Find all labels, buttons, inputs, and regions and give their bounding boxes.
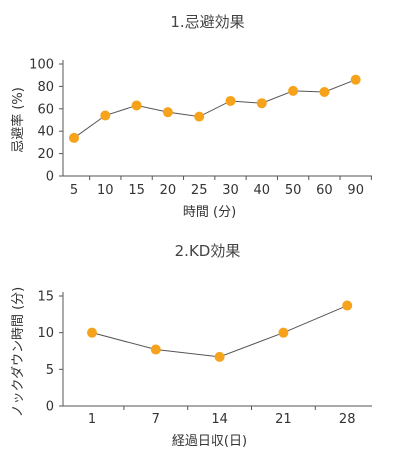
data-point	[194, 111, 205, 122]
chart-panel-2: 2.KD効果 0 5 10 15 1 7 14 21 28 経過日収(日) ノックダウン時間 (分)	[11, 242, 372, 449]
x-tick-label: 14	[211, 412, 228, 427]
data-point	[256, 98, 267, 109]
series-line	[91, 305, 348, 358]
y-tick-label: 80	[37, 80, 54, 95]
x-axis-label: 経過日収(日)	[172, 434, 247, 449]
x-tick-label: 30	[222, 183, 239, 198]
x-tick-label: 1	[88, 412, 96, 427]
data-point	[150, 344, 161, 355]
y-tick-label: 15	[37, 290, 54, 305]
y-tick-label: 100	[29, 58, 54, 73]
data-point	[87, 327, 97, 338]
x-tick-label: 60	[316, 183, 333, 198]
data-point	[278, 327, 289, 338]
data-point	[225, 95, 236, 106]
y-tick-label: 10	[37, 326, 54, 341]
x-tick-label: 25	[191, 183, 208, 198]
y-axis-label: ノックダウン時間 (分)	[11, 287, 26, 418]
data-point	[100, 110, 111, 121]
y-tick-label: 60	[37, 102, 54, 117]
series-line	[73, 79, 356, 139]
y-tick-label: 0	[46, 170, 54, 185]
chart-title: 2.KD効果	[175, 242, 241, 260]
y-tick-label: 0	[46, 400, 54, 415]
data-point	[342, 300, 353, 311]
data-point	[162, 107, 173, 118]
data-point	[319, 87, 330, 97]
y-tick-label: 20	[37, 147, 54, 162]
chart-panel-1: 1.忌避効果 0 20 40 60 80 100 5 10 15 20 25 30 40 50 60 90 時間 …	[10, 13, 372, 220]
x-tick-label: 15	[128, 183, 145, 198]
x-tick-label: 10	[97, 183, 114, 198]
data-point	[214, 351, 225, 362]
x-tick-label: 20	[160, 183, 177, 198]
data-point	[69, 132, 79, 143]
data-point	[350, 74, 361, 85]
x-axis-label: 時間 (分)	[183, 205, 236, 220]
y-tick-label: 5	[46, 363, 54, 378]
data-point	[131, 100, 142, 111]
x-tick-label: 21	[275, 412, 292, 427]
x-tick-label: 90	[347, 183, 364, 198]
chart-title: 1.忌避効果	[170, 13, 244, 31]
data-point	[288, 85, 299, 96]
y-tick-label: 40	[37, 125, 54, 140]
x-tick-label: 28	[339, 412, 356, 427]
x-tick-label: 40	[254, 183, 271, 198]
x-tick-label: 50	[285, 183, 302, 198]
x-tick-label: 5	[70, 183, 78, 198]
x-tick-label: 7	[152, 412, 160, 427]
y-axis-label: 忌避率 (%)	[10, 87, 26, 153]
